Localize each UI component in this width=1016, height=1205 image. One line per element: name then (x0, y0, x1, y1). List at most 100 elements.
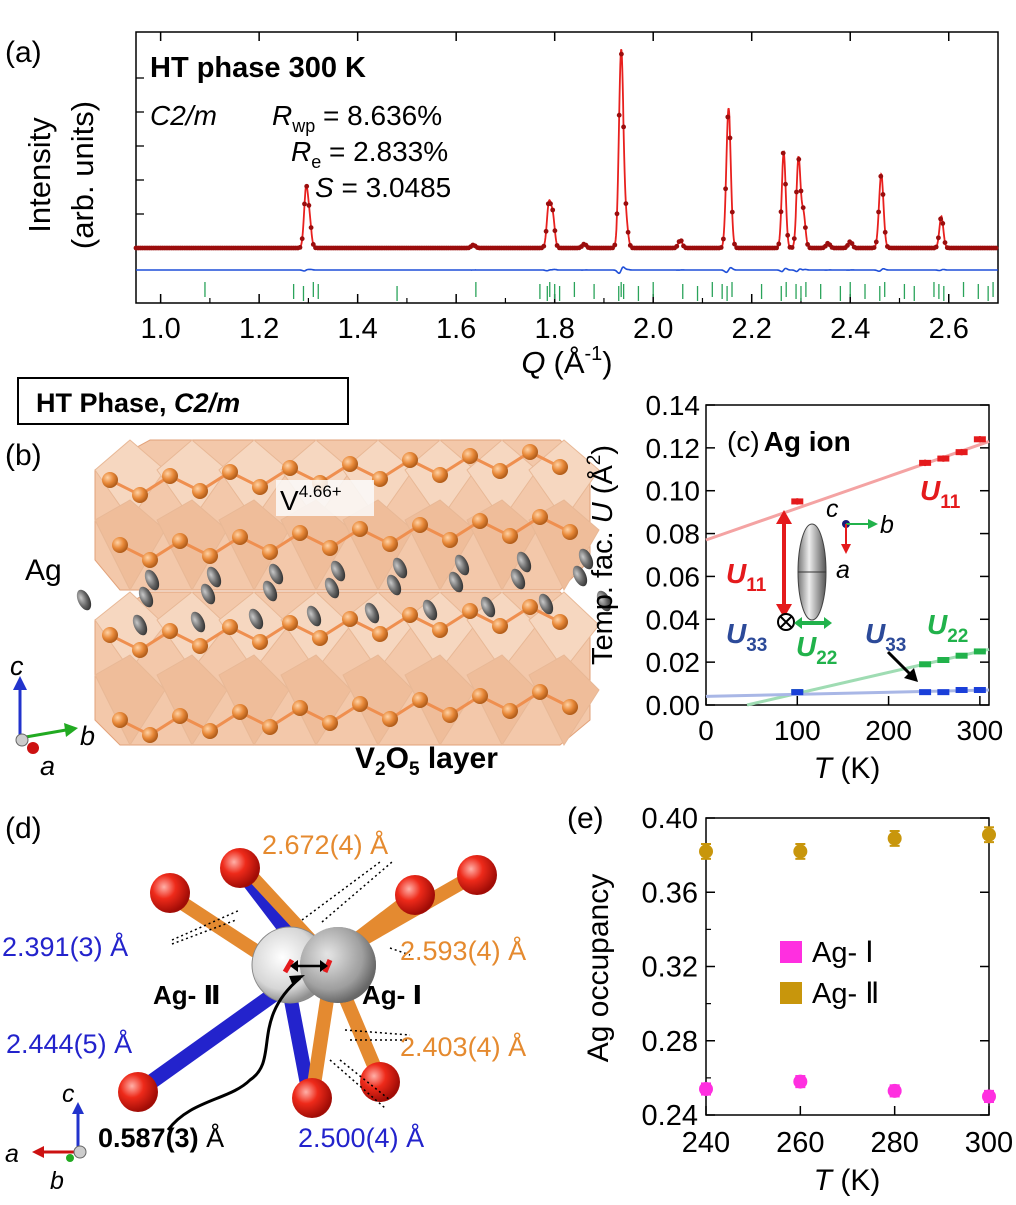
v-atom (142, 727, 158, 743)
oxygen-atoms (118, 848, 497, 1118)
observed-point (880, 192, 886, 197)
v-chain-bond (119, 515, 571, 562)
panel-a-xlabel: Q (Å-1) (521, 343, 612, 380)
x-tick-label: 1.8 (535, 313, 575, 345)
panel-b-title-box (17, 377, 349, 425)
v-atom (402, 607, 418, 623)
ag-ellipsoid-inset: c b a U11 U33 U22 (726, 495, 894, 669)
v-atom (322, 540, 338, 556)
panel-c-title-bold: Ag ion (764, 426, 851, 457)
u33-pointer-head (904, 668, 918, 682)
panel-a-plot-area (133, 48, 999, 301)
legend-label-ag-ii: Ag- Ⅱ (812, 978, 879, 1010)
ag-atom (200, 583, 216, 605)
d-axis-a-label: a (5, 1140, 19, 1168)
panel-b: HT Phase, C2/m (b) V4.66+ Ag c b a V2O (5, 377, 612, 781)
v-atom (222, 464, 238, 480)
difference-curve (136, 266, 998, 275)
d-origin-dot (73, 1145, 87, 1159)
panel-e-legend: Ag- Ⅰ Ag- Ⅱ (780, 937, 879, 1010)
ag-atom (190, 611, 206, 633)
y-tick-label: 0.14 (646, 390, 701, 421)
observed-point (612, 242, 618, 248)
y-tick-label: 0.12 (646, 433, 701, 464)
xlabel-close: ) (602, 345, 612, 380)
v-atom (402, 452, 418, 468)
v-atom (412, 517, 428, 533)
ag-atom (392, 557, 408, 579)
u22-arrow-left (794, 617, 802, 629)
observed-point (785, 232, 791, 238)
panel-c-plot-area (705, 436, 990, 707)
data-point-ag-i (887, 1083, 902, 1098)
axis-b-label: b (80, 721, 95, 751)
ag-atom (324, 577, 340, 599)
bond-label-2444: 2.444(5) Å (6, 1028, 132, 1059)
x-tick-label: 2.4 (830, 313, 870, 345)
re-value: = 2.833% (321, 136, 448, 167)
observed-point (780, 150, 786, 156)
observed-point (727, 135, 733, 141)
ag-atom (132, 614, 148, 636)
observed-point (729, 209, 735, 215)
y-tick-label: 0.04 (646, 604, 701, 635)
observed-point (803, 225, 808, 231)
data-point-u22 (937, 657, 950, 663)
series-u22-label: U22 (927, 609, 968, 647)
v-atom (192, 483, 208, 499)
ag-atom (510, 568, 526, 590)
v-atom (342, 456, 358, 472)
u11-arrow-head-bottom (776, 604, 792, 618)
title-part-a: HT Phase, (36, 388, 174, 418)
observed-point (878, 173, 884, 179)
panel-e-ylabel: Ag occupancy (582, 874, 615, 1062)
d-b-dot (66, 1154, 74, 1162)
series-u33-sub: 33 (885, 635, 906, 656)
inset-u22-symbol: U (796, 631, 817, 662)
ag-atom (448, 571, 464, 593)
v-atom (252, 634, 268, 650)
observed-point (623, 201, 629, 207)
rwp-symbol: R (272, 100, 292, 131)
leader-lines (171, 861, 411, 1109)
panel-b-label: (b) (5, 439, 42, 472)
x-tick-label: 1.0 (140, 313, 180, 345)
x-tick-label: 2.2 (732, 313, 772, 345)
ag-i-sphere-highlight (300, 927, 376, 1003)
v-atom (162, 468, 178, 484)
v-atom (232, 704, 248, 720)
observed-point (614, 211, 620, 217)
b-axis-arrowhead (64, 723, 78, 737)
y-tick-label: 0.40 (642, 803, 698, 835)
inset-a-label: a (836, 556, 850, 584)
v-atom (552, 614, 568, 630)
observed-point (938, 216, 943, 222)
v-symbol: V (280, 485, 299, 516)
inset-a-arrowhead (841, 544, 851, 554)
data-point-u33 (919, 689, 932, 696)
v-atom (102, 472, 118, 488)
data-point-u11 (791, 498, 804, 505)
observed-point (993, 245, 999, 251)
panel-a-re: Re = 2.833% (291, 136, 448, 172)
panel-a-xticks (159, 32, 950, 303)
x-tick-label: 1.6 (436, 313, 476, 345)
x-tick-label: 280 (870, 1127, 918, 1159)
observed-point (550, 207, 556, 213)
v-atom (352, 521, 368, 537)
bond-label-2403: 2.403(4) Å (400, 1031, 526, 1062)
panel-a-s: S = 3.0485 (315, 172, 451, 203)
observed-point (871, 245, 877, 251)
v-atom (522, 444, 538, 460)
observed-point (776, 241, 782, 247)
y-tick-label: 0.02 (646, 647, 701, 678)
observed-point (789, 245, 795, 250)
y-tick-label: 0.06 (646, 561, 701, 592)
series-u22-sub: 22 (947, 626, 968, 647)
v-atom (382, 711, 398, 727)
data-point-ag-ii (793, 844, 808, 859)
series-u11-symbol: U (920, 475, 941, 506)
observed-point (845, 243, 850, 248)
xlabel-exp: -1 (585, 343, 603, 365)
layer-label: V2O5 layer (355, 742, 498, 780)
